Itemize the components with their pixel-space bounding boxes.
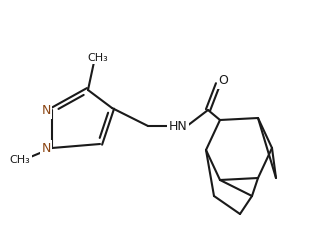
Text: CH₃: CH₃ [88,53,108,63]
Text: N: N [41,142,51,154]
Text: CH₃: CH₃ [10,155,30,165]
Text: HN: HN [169,119,187,133]
Text: N: N [41,105,51,117]
Text: O: O [218,75,228,87]
